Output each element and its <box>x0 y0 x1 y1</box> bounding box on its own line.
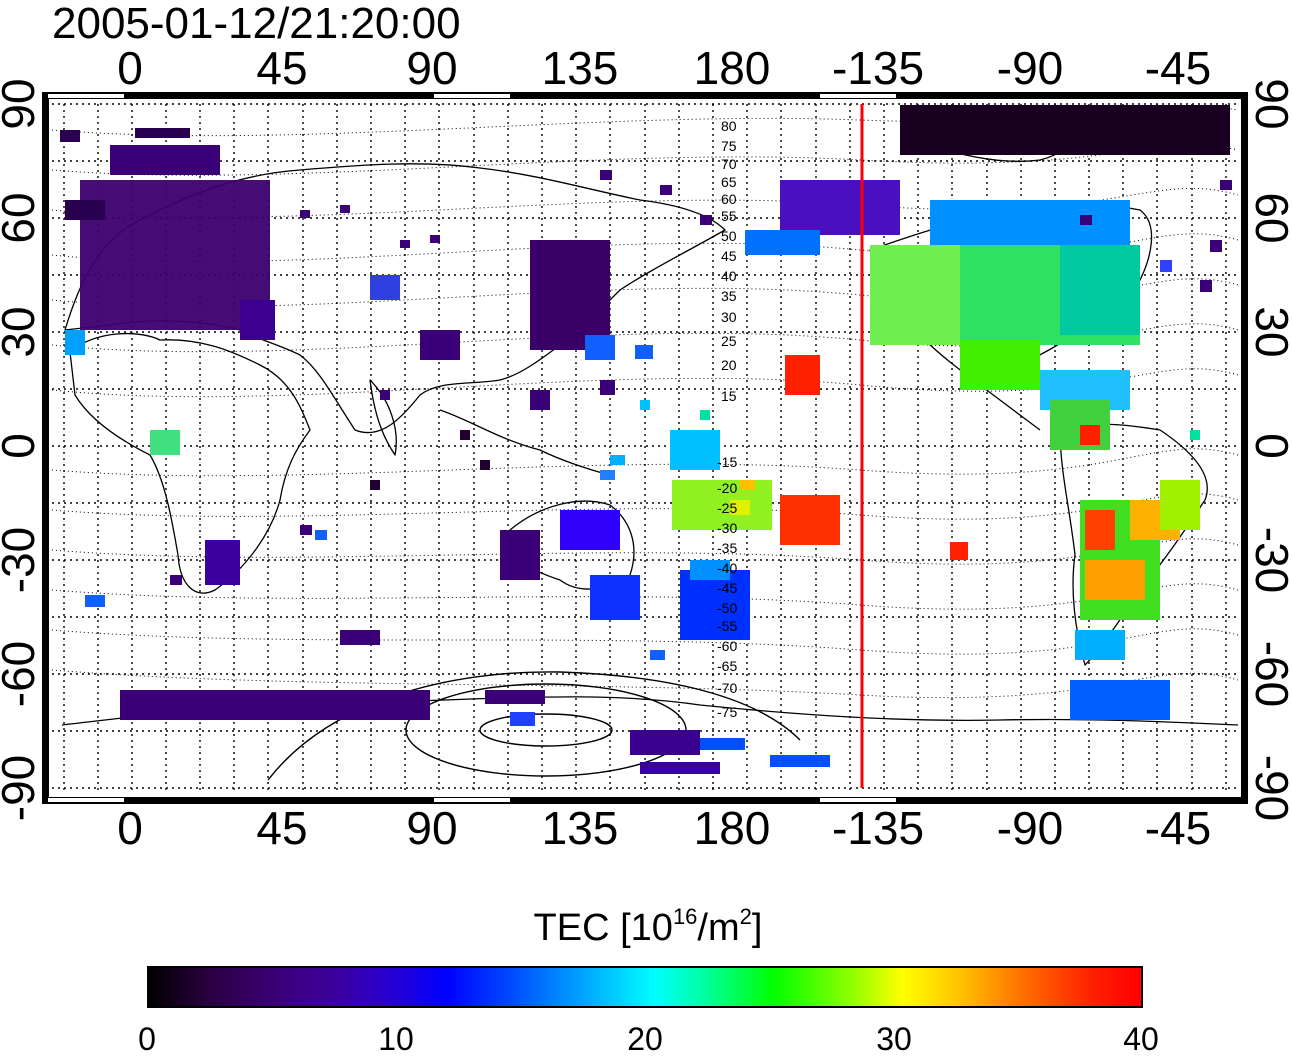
contour-label: 25 <box>721 333 737 349</box>
colorbar-title: TEC [1016/m2] <box>0 906 1292 950</box>
lat-tick-right: 60 <box>1246 192 1292 243</box>
contour-label: 45 <box>721 248 737 264</box>
bottom-border-bar <box>48 798 1242 804</box>
contour-label: 35 <box>721 288 737 304</box>
lat-tick-left: -90 <box>0 755 44 821</box>
lon-tick-bottom: 90 <box>406 802 457 854</box>
tec-colorbar <box>147 966 1143 1008</box>
contour-label: 70 <box>721 156 737 172</box>
contour-label: -25 <box>717 500 737 516</box>
lon-tick-top: -90 <box>997 42 1063 94</box>
contour-label: 50 <box>721 228 737 244</box>
colorbar-title-prefix: TEC [10 <box>533 907 673 949</box>
colorbar-tick: 40 <box>1123 1021 1159 1057</box>
lat-tick-left: -30 <box>0 527 44 593</box>
lon-tick-top: 90 <box>406 42 457 94</box>
lon-tick-top: 180 <box>694 42 771 94</box>
lon-tick-top: 135 <box>542 42 619 94</box>
contour-label: 75 <box>721 138 737 154</box>
contour-label: 40 <box>721 268 737 284</box>
lat-tick-right: -60 <box>1246 641 1292 707</box>
lat-tick-left: 90 <box>0 78 44 129</box>
contour-label: 65 <box>721 174 737 190</box>
lon-tick-top: 45 <box>256 42 307 94</box>
lat-tick-right: 30 <box>1246 306 1292 357</box>
lat-tick-right: -30 <box>1246 527 1292 593</box>
colorbar-tick: 20 <box>627 1021 663 1057</box>
lon-tick-top: -135 <box>832 42 924 94</box>
contour-labels-south: -15 -20 -25 -30 -35 -40 -45 -50 -55 -60 … <box>717 454 737 720</box>
bottom-longitude-axis: 0 45 90 135 180 -135 -90 -45 <box>117 802 1211 854</box>
contour-label: -65 <box>717 658 737 674</box>
tec-observations <box>60 105 1232 774</box>
contour-label: 20 <box>721 357 737 373</box>
contour-label: -70 <box>717 680 737 696</box>
colorbar-tick: 30 <box>876 1021 912 1057</box>
left-border-bar <box>42 92 48 804</box>
lon-tick-top: 0 <box>117 42 143 94</box>
seasia-outline <box>439 409 611 476</box>
contour-label: -15 <box>717 454 737 470</box>
contour-label: 80 <box>721 118 737 134</box>
top-border-bar <box>48 92 1242 98</box>
lon-tick-bottom: -135 <box>832 802 924 854</box>
contour-label: -75 <box>717 704 737 720</box>
lon-tick-bottom: 45 <box>256 802 307 854</box>
lat-tick-right: 0 <box>1246 433 1292 459</box>
contour-label: 60 <box>721 191 737 207</box>
lon-tick-bottom: -90 <box>997 802 1063 854</box>
lat-tick-left: -60 <box>0 641 44 707</box>
contour-label: 55 <box>721 208 737 224</box>
lat-tick-left: 30 <box>0 306 44 357</box>
top-longitude-axis: 0 45 90 135 180 -135 -90 -45 <box>117 42 1211 94</box>
contour-label: 15 <box>721 388 737 404</box>
africa-outline <box>69 332 311 594</box>
contour-label: -45 <box>717 580 737 596</box>
lon-tick-bottom: 135 <box>542 802 619 854</box>
lat-tick-right: 90 <box>1246 78 1292 129</box>
contour-label: -50 <box>717 600 737 616</box>
colorbar-title-unit: /m <box>697 907 740 949</box>
timestamp-title: 2005-01-12/21:20:00 <box>52 0 461 48</box>
tec-map: 80 75 70 65 60 55 50 45 40 35 30 25 20 1… <box>0 42 1292 854</box>
lon-tick-bottom: -45 <box>1145 802 1211 854</box>
lat-tick-left: 0 <box>0 433 44 459</box>
colorbar-tick: 0 <box>138 1021 156 1057</box>
contour-label: -30 <box>717 520 737 536</box>
contour-label: -60 <box>717 638 737 654</box>
colorbar-title-exponent2: 2 <box>739 904 752 929</box>
left-latitude-axis: 90 60 30 0 -30 -60 -90 <box>0 78 44 821</box>
lat-tick-right: -90 <box>1246 755 1292 821</box>
contour-label: 30 <box>721 309 737 325</box>
contour-label: -40 <box>717 560 737 576</box>
lat-tick-left: 60 <box>0 192 44 243</box>
lon-tick-top: -45 <box>1145 42 1211 94</box>
contour-label: -55 <box>717 618 737 634</box>
lon-tick-bottom: 0 <box>117 802 143 854</box>
right-latitude-axis: 90 60 30 0 -30 -60 -90 <box>1246 78 1292 821</box>
colorbar-title-exponent: 16 <box>672 904 698 929</box>
right-border-bar <box>1242 92 1248 804</box>
europe-asia-outline <box>64 163 726 434</box>
contour-labels-north: 80 75 70 65 60 55 50 45 40 35 30 25 20 1… <box>721 118 737 404</box>
contour-label: -35 <box>717 540 737 556</box>
lon-tick-bottom: 180 <box>694 802 771 854</box>
contour-label: -20 <box>717 480 737 496</box>
colorbar-tick: 10 <box>378 1021 414 1057</box>
colorbar-title-suffix: ] <box>751 907 763 949</box>
